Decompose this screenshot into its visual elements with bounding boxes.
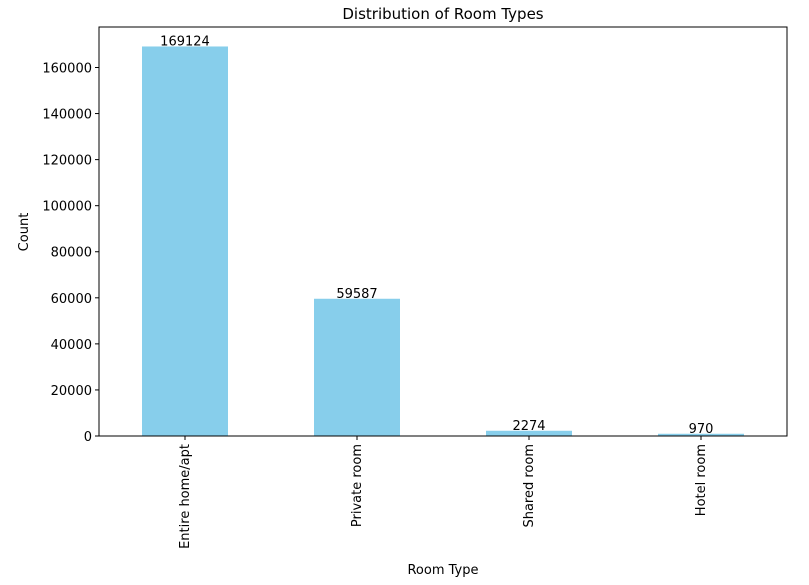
y-tick-label: 140000 (42, 108, 92, 123)
bar (142, 46, 228, 437)
y-tick-label: 0 (84, 430, 92, 445)
y-tick-label: 40000 (51, 338, 92, 353)
plot-frame (98, 26, 788, 437)
x-tick-label: Shared room (522, 444, 537, 528)
x-tick-label: Entire home/apt (178, 444, 193, 549)
y-axis-ticks: 0 20000 40000 60000 80000 100000 120000 140000 1… (42, 61, 99, 445)
y-axis-label: Count (17, 213, 32, 252)
x-axis-label: Room Type (407, 563, 478, 578)
bar (486, 430, 572, 436)
bar (314, 298, 400, 436)
y-tick-label: 120000 (42, 154, 92, 169)
x-tick-label: Hotel room (694, 444, 709, 516)
x-tick-label: Private room (350, 444, 365, 527)
y-tick-label: 20000 (51, 384, 92, 399)
bar-value-label: 59587 (336, 287, 377, 302)
x-axis-ticks: Entire home/apt Private room Shared room Ho… (178, 436, 709, 549)
y-tick-label: 80000 (51, 246, 92, 261)
data-labels-group: 169124 59587 2274 970 (160, 34, 713, 436)
y-tick-label: 60000 (51, 292, 92, 307)
bars-group (142, 46, 744, 437)
bar (658, 433, 744, 436)
y-tick-label: 160000 (42, 61, 92, 76)
bar-value-label: 169124 (160, 34, 210, 49)
chart-title: Distribution of Room Types (342, 5, 543, 23)
y-tick-label: 100000 (42, 200, 92, 215)
bar-value-label: 970 (689, 422, 714, 437)
bar-value-label: 2274 (512, 419, 545, 434)
